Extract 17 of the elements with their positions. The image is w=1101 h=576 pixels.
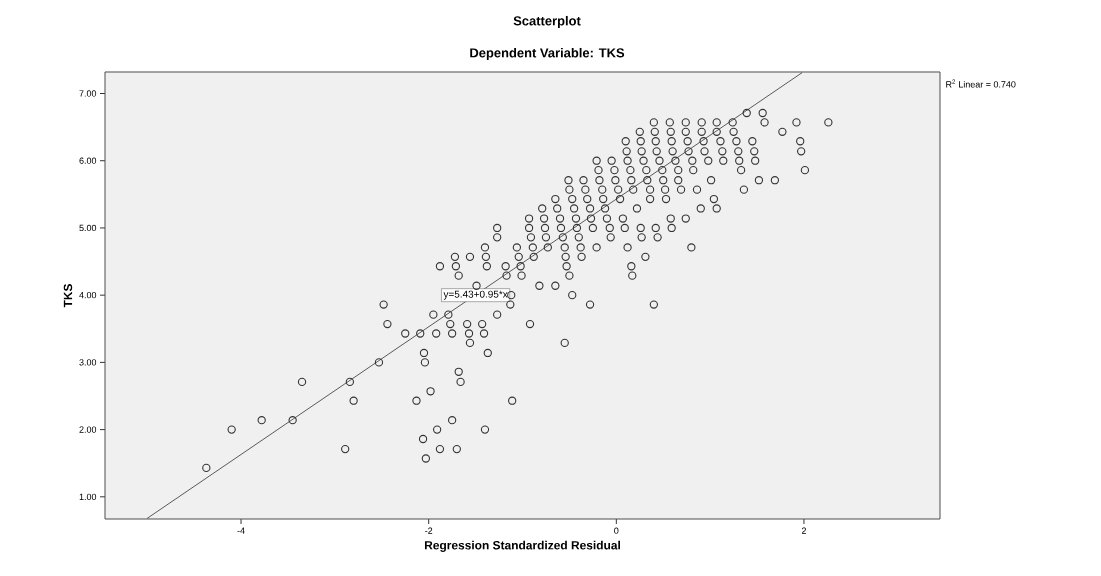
x-axis-title: Regression Standardized Residual <box>424 540 620 552</box>
y-tick-label: 1.00 <box>79 493 97 500</box>
y-tick-label: 3.00 <box>79 359 97 366</box>
text: R$^{2}$ Linear = 0.740 <box>946 79 1016 88</box>
y-tick-label: 2.00 <box>79 426 97 433</box>
annotation: y=5.43+0.95*x <box>443 290 508 300</box>
chart-title: Scatterplot <box>513 15 581 29</box>
chart-subtitle: Dependent Variable: TKS <box>470 47 625 61</box>
y-tick-label: 5.00 <box>79 224 97 232</box>
x-tick-label: -2 <box>425 527 433 534</box>
y-axis-title: TKS <box>63 284 73 308</box>
y-tick-label: 6.00 <box>79 157 97 164</box>
y-tick-label: 7.00 <box>79 90 97 97</box>
x-tick-label: 0 <box>614 527 619 534</box>
x-tick-label: 2 <box>801 527 806 534</box>
x-tick-label: -4 <box>237 527 245 534</box>
y-tick-label: 4.00 <box>79 291 97 299</box>
